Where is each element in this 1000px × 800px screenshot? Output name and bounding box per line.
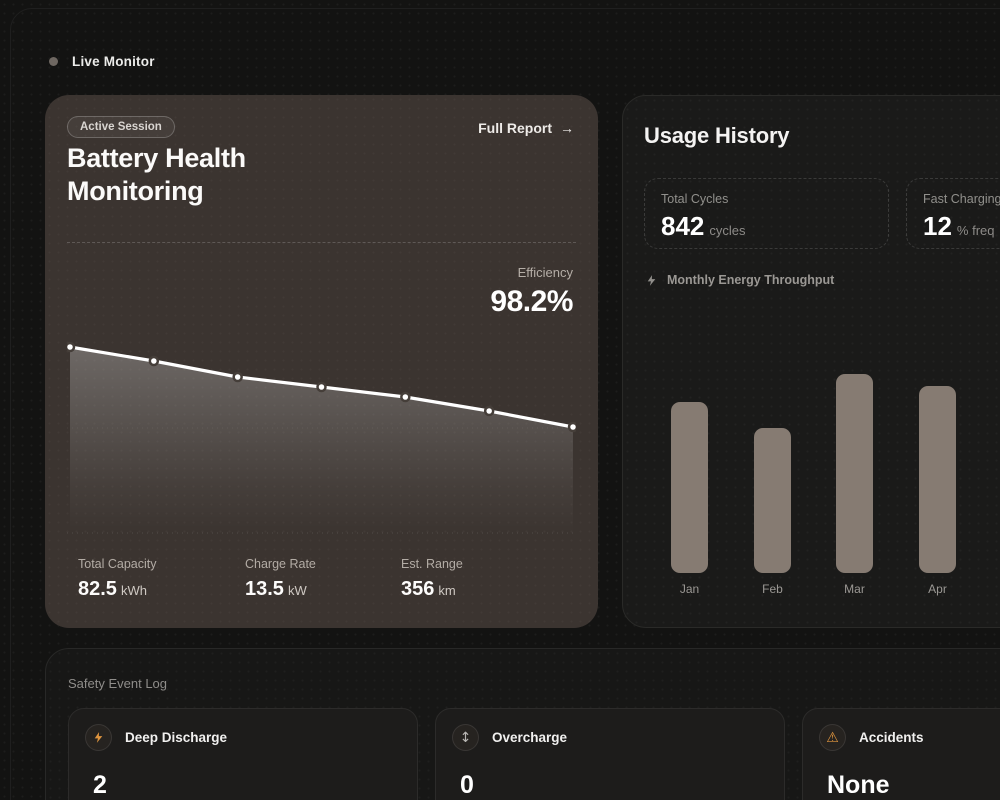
efficiency-value: 98.2% xyxy=(490,285,573,318)
monthly-energy-bar-chart: Jan Feb Mar Apr xyxy=(623,96,1000,627)
event-value: 2 xyxy=(93,771,107,799)
safety-cards-row: Deep Discharge 2 ↕ Overcharge 0 ⚠ Accide… xyxy=(68,708,1000,800)
card-title-line1: Battery Health xyxy=(67,143,246,173)
card-title-line2: Monitoring xyxy=(67,175,204,206)
monthly-throughput-header: Monthly Energy Throughput xyxy=(645,273,834,287)
bar-feb xyxy=(754,428,791,573)
stat-value: 13.5 xyxy=(245,578,284,600)
line-chart-area-fill xyxy=(70,347,573,533)
event-value: None xyxy=(827,771,890,799)
safety-event-log-panel: Safety Event Log Deep Discharge 2 ↕ Over… xyxy=(45,648,1000,800)
stat-label: Est. Range xyxy=(401,557,463,571)
fast-charging-box: Fast Charging 12 % freq xyxy=(906,178,1000,249)
accidents-card: ⚠ Accidents None xyxy=(802,708,1000,800)
active-session-badge: Active Session xyxy=(67,116,175,138)
warning-triangle-icon: ⚠ xyxy=(819,724,846,751)
divider xyxy=(67,242,576,243)
monthly-throughput-label: Monthly Energy Throughput xyxy=(667,273,835,287)
stat-unit: cycles xyxy=(709,223,746,238)
stat-label: Total Capacity xyxy=(78,557,157,571)
bar-mar xyxy=(836,374,873,573)
status-dot-icon xyxy=(49,57,58,66)
stat-value: 12 xyxy=(923,211,952,241)
card-title: Battery Health Monitoring xyxy=(67,142,397,208)
deep-discharge-card: Deep Discharge 2 xyxy=(68,708,418,800)
bar-label-feb: Feb xyxy=(762,582,783,596)
arrow-right-icon: → xyxy=(560,120,574,136)
line-chart-marker-1 xyxy=(67,341,76,353)
event-label: Accidents xyxy=(859,730,924,745)
line-chart-marker-6 xyxy=(483,405,495,417)
line-chart-marker-5 xyxy=(400,391,411,403)
event-label: Deep Discharge xyxy=(125,730,228,745)
stat-value: 82.5 xyxy=(78,578,117,600)
efficiency-line-chart xyxy=(67,341,576,534)
bar-label-mar: Mar xyxy=(844,582,865,596)
line-chart-marker-3 xyxy=(232,371,243,383)
usage-history-card: Usage History Total Cycles 842 cycles Fas… xyxy=(622,95,1000,628)
stat-unit: % freq xyxy=(956,223,995,238)
event-value: 0 xyxy=(460,771,474,799)
live-monitor-indicator: Live Monitor xyxy=(49,54,155,69)
line-chart-marker-4 xyxy=(316,381,327,393)
bolt-icon xyxy=(85,724,112,751)
stat-label: Total Cycles xyxy=(661,192,729,206)
event-label: Overcharge xyxy=(492,730,568,745)
stat-label: Charge Rate xyxy=(245,557,316,571)
total-cycles-box: Total Cycles 842 cycles xyxy=(644,178,889,249)
bolt-icon xyxy=(647,274,656,286)
overcharge-card: ↕ Overcharge 0 xyxy=(435,708,785,800)
bar-jan xyxy=(671,402,708,573)
stat-unit: kWh xyxy=(120,583,147,598)
stat-total-capacity: Total Capacity 82.5 kWh xyxy=(78,557,157,601)
stat-value: 356 xyxy=(401,578,435,600)
stat-label: Fast Charging xyxy=(923,192,1000,206)
bar-label-jan: Jan xyxy=(679,582,700,596)
stat-unit: km xyxy=(438,583,456,598)
stat-est-range: Est. Range 356 km xyxy=(401,557,463,601)
arrows-vertical-icon: ↕ xyxy=(452,724,479,751)
battery-health-card: Active Session Full Report → Battery Hea… xyxy=(45,95,598,628)
full-report-label: Full Report xyxy=(478,120,552,136)
stat-value: 842 xyxy=(661,211,705,241)
line-chart-marker-7 xyxy=(567,421,576,433)
stat-charge-rate: Charge Rate 13.5 kW xyxy=(245,557,316,601)
usage-history-title: Usage History xyxy=(644,123,790,148)
battery-stats-row: Total Capacity 82.5 kWh Charge Rate 13.5 k… xyxy=(45,557,598,617)
line-chart-marker-2 xyxy=(148,355,160,367)
live-monitor-label: Live Monitor xyxy=(72,54,155,69)
stat-unit: kW xyxy=(287,583,307,598)
bar-apr xyxy=(919,386,956,573)
bar-label-apr: Apr xyxy=(928,582,947,596)
safety-event-log-title: Safety Event Log xyxy=(68,676,168,691)
efficiency-block: Efficiency 98.2% xyxy=(490,265,573,319)
full-report-link[interactable]: Full Report → xyxy=(478,120,574,136)
efficiency-label: Efficiency xyxy=(517,265,573,280)
